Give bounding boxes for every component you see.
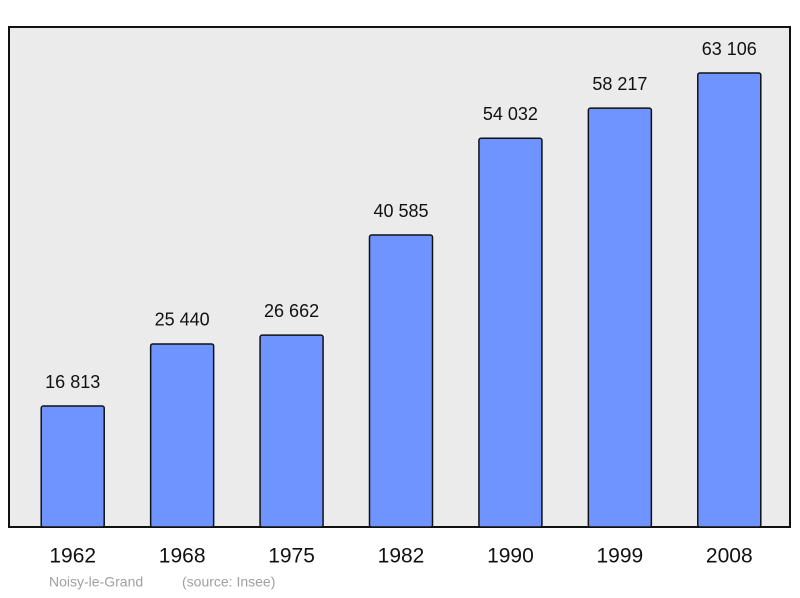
source: (source: Insee) bbox=[182, 574, 275, 590]
x-tick-label: 1968 bbox=[159, 545, 206, 568]
caption: Noisy-le-Grand bbox=[49, 574, 143, 590]
bar bbox=[697, 72, 762, 528]
bar bbox=[587, 107, 653, 528]
x-tick-label: 2008 bbox=[706, 545, 753, 568]
value-label: 40 585 bbox=[373, 201, 428, 221]
x-tick-label: 1982 bbox=[378, 545, 425, 568]
x-tick-label: 1999 bbox=[596, 545, 643, 568]
bar bbox=[478, 137, 543, 528]
bar bbox=[149, 343, 215, 528]
value-label: 63 106 bbox=[702, 39, 757, 59]
x-tick-label: 1962 bbox=[49, 545, 96, 568]
x-tick-label: 1990 bbox=[487, 545, 534, 568]
value-label: 58 217 bbox=[592, 74, 647, 94]
value-label: 16 813 bbox=[45, 372, 100, 392]
bar bbox=[40, 405, 105, 528]
value-label: 54 032 bbox=[483, 104, 538, 124]
bar bbox=[259, 334, 324, 528]
value-label: 25 440 bbox=[155, 310, 210, 330]
value-label: 26 662 bbox=[264, 301, 319, 321]
x-tick-label: 1975 bbox=[268, 545, 315, 568]
bar bbox=[368, 234, 434, 528]
